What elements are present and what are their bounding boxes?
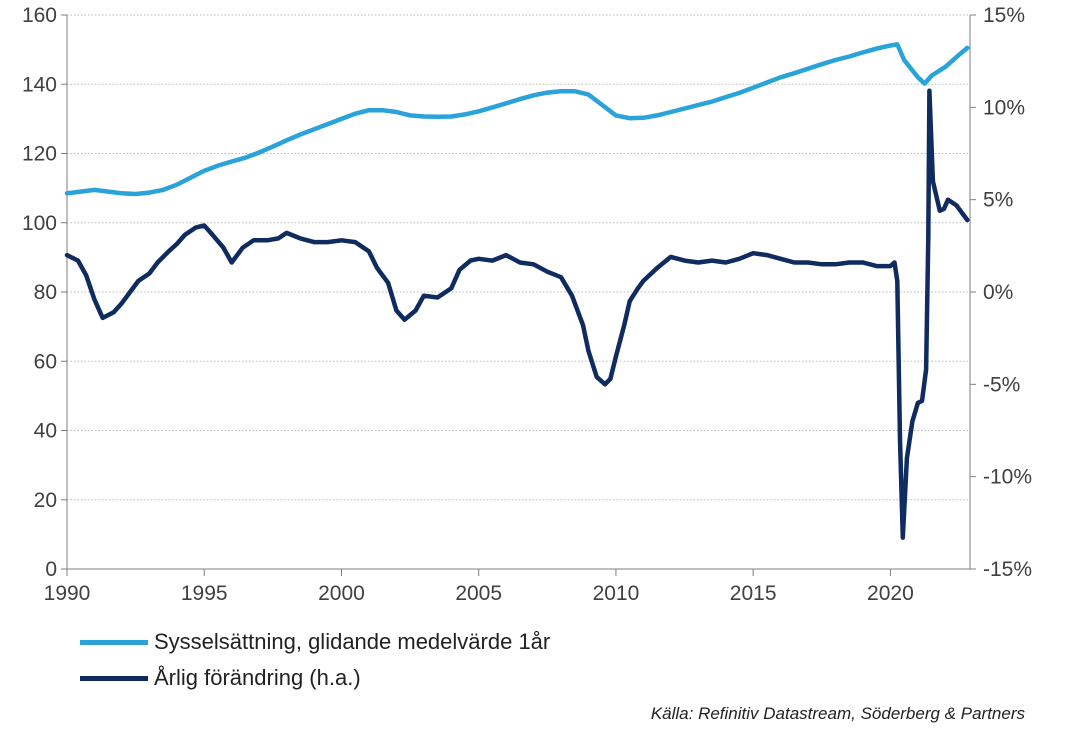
x-tick-label: 2005 [455,582,502,605]
right-tick-label: -5% [983,373,1020,396]
series-lines [64,42,970,540]
series-line-annual-change [64,88,970,540]
gridlines [67,14,970,501]
x-tick-label: 1990 [44,582,91,605]
left-tick-label: 100 [22,212,57,235]
left-tick-label: 20 [34,489,57,512]
source-note: Källa: Refinitiv Datastream, Söderberg &… [650,704,1025,723]
right-axis-ticks: -15% -10% -5% 0% 5% 10% 15% [970,4,1032,581]
x-axis-ticks: 1990 1995 2000 2005 2010 2015 2020 [44,569,914,605]
legend-label-employment: Sysselsättning, glidande medelvärde 1år [154,629,551,654]
legend: Sysselsättning, glidande medelvärde 1år … [80,624,550,696]
left-tick-label: 140 [22,73,57,96]
left-tick-label: 120 [22,143,57,166]
legend-swatch-annual-change [80,675,148,681]
left-tick-label: 160 [22,4,57,27]
right-tick-label: 5% [983,189,1013,212]
chart: 0 20 40 60 80 100 120 140 160 -15% -10% -5% 0% 5% 10%… [22,4,1032,605]
left-axis-ticks: 0 20 40 60 80 100 120 140 160 [22,4,67,581]
right-tick-label: -15% [983,558,1032,581]
left-tick-label: 0 [45,558,57,581]
legend-item-annual-change: Årlig förändring (h.a.) [80,660,550,696]
series-line-employment [64,42,970,197]
x-tick-label: 2010 [593,582,640,605]
x-tick-label: 2015 [730,582,777,605]
right-tick-label: 0% [983,281,1013,304]
x-tick-label: 2000 [318,582,365,605]
legend-swatch-employment [80,639,148,645]
x-tick-label: 2020 [867,582,914,605]
legend-label-annual-change: Årlig förändring (h.a.) [154,665,361,690]
left-tick-label: 40 [34,420,57,443]
x-tick-label: 1995 [181,582,228,605]
right-tick-label: 15% [983,4,1025,27]
legend-item-employment: Sysselsättning, glidande medelvärde 1år [80,624,550,660]
right-tick-label: 10% [983,96,1025,119]
left-tick-label: 80 [34,281,57,304]
right-tick-label: -10% [983,466,1032,489]
left-tick-label: 60 [34,350,57,373]
